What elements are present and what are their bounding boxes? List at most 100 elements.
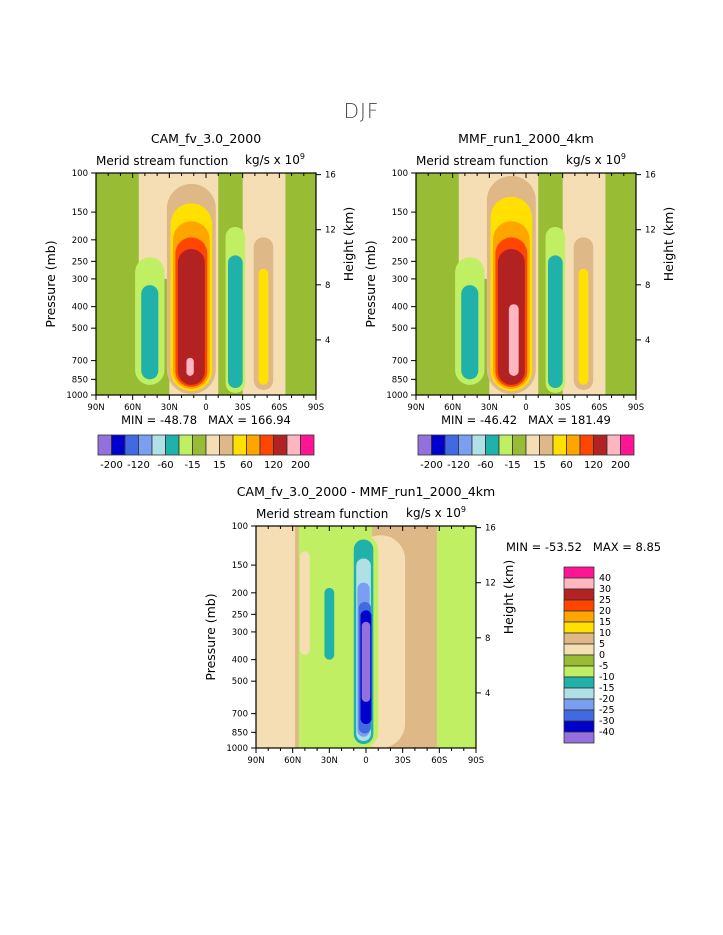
y-tick-label: 400 (392, 303, 408, 313)
colorbar-label: -40 (599, 727, 615, 738)
colorbar-label: 0 (599, 650, 605, 661)
panel2-subtitle-left: Merid stream function (416, 154, 549, 168)
y-axis-label: Pressure (mb) (363, 240, 378, 327)
y-tick-label: 400 (232, 656, 248, 666)
contour-fill (416, 173, 636, 395)
colorbar-swatch (444, 434, 459, 456)
y-right-tick-label: 16 (485, 524, 496, 534)
panel1-title: CAM_fv_3.0_2000 (150, 131, 262, 146)
colorbar-label: 120 (584, 460, 603, 471)
x-tick-label: 60S (271, 403, 287, 410)
y-tick-label: 850 (72, 375, 88, 385)
contour-ferrel-sh-inner (228, 255, 243, 389)
colorbar-swatch (563, 621, 595, 634)
y-tick-label: 200 (392, 236, 408, 246)
y-tick-label: 150 (392, 208, 408, 218)
colorbar-label: 30 (599, 584, 611, 595)
y-tick-label: 300 (392, 275, 408, 285)
colorbar-swatch (539, 434, 554, 456)
x-tick-label: 60N (124, 403, 141, 410)
y-right-tick-label: 4 (645, 336, 650, 346)
units-text: kg/s x 10 (245, 153, 300, 167)
colorbar-swatch (192, 434, 207, 456)
colorbar-label: 120 (264, 460, 283, 471)
colorbar-swatch (205, 434, 220, 456)
colorbar-swatch (563, 610, 595, 623)
contour-fill (256, 526, 476, 748)
panel2-colorbar: -200 -120 -60 -15 15 60 120 200 (417, 434, 635, 471)
contour-hadley-160 (508, 304, 519, 376)
panel3-chart: 90N 60N 30N 0 30S 60S 90S 100 150 200 250 300 400 500… (203, 522, 516, 763)
colorbar-swatch (485, 434, 500, 456)
y-tick-label: 300 (72, 275, 88, 285)
colorbar-swatch (259, 434, 274, 456)
plot-area: 90N 60N 30N 0 30S 60S 90S 100 150 200 250 300 400 500… (43, 169, 356, 410)
y-right-tick-label: 8 (325, 281, 330, 291)
colorbar-swatch (563, 566, 595, 579)
panel3-title: CAM_fv_3.0_2000 - MMF_run1_2000_4km (236, 484, 496, 499)
main-title: DJF (343, 99, 380, 123)
colorbar-label: 15 (599, 617, 611, 628)
y-tick-label: 500 (72, 324, 88, 334)
x-tick-label: 90S (308, 403, 324, 410)
colorbar-label: 25 (599, 595, 611, 606)
colorbar-label: -15 (184, 460, 200, 471)
colorbar-swatch (552, 434, 567, 456)
y-right-tick-label: 4 (485, 689, 490, 699)
colorbar-label: -200 (420, 460, 443, 471)
colorbar-swatch (563, 588, 595, 601)
x-tick-label: 60N (284, 756, 301, 763)
colorbar-swatch (563, 676, 595, 689)
colorbar-swatch (563, 687, 595, 700)
colorbar-label: 40 (599, 573, 611, 584)
colorbar-swatch (219, 434, 234, 456)
units-text: kg/s x 10 (566, 153, 621, 167)
y-tick-label: 400 (72, 303, 88, 313)
max-label: MAX = 8.85 (592, 540, 662, 554)
colorbar-swatch (178, 434, 193, 456)
units-text: kg/s x 10 (406, 506, 461, 520)
units-exponent: 9 (460, 505, 466, 514)
colorbar-label: 20 (599, 606, 611, 617)
x-tick-label: 30N (321, 756, 338, 763)
panel1-colorbar: -200 -120 -60 -15 15 60 120 200 (97, 434, 315, 471)
panel3-subtitle-left: Merid stream function (256, 507, 389, 521)
colorbar-swatch (563, 654, 595, 667)
y-tick-label: 250 (232, 610, 248, 620)
colorbar-label: -120 (447, 460, 470, 471)
colorbar-label: 15 (213, 460, 226, 471)
colorbar-swatch (563, 665, 595, 678)
colorbar-label: -60 (157, 460, 173, 471)
y-right-tick-label: 4 (325, 336, 330, 346)
y-tick-label: 100 (72, 169, 88, 179)
colorbar-label: 60 (240, 460, 253, 471)
x-tick-label: 90N (87, 403, 104, 410)
y-tick-label: 150 (232, 561, 248, 571)
colorbar-swatch (593, 434, 608, 456)
x-tick-label: 0 (523, 403, 528, 410)
y-tick-label: 500 (392, 324, 408, 334)
colorbar-swatch (97, 434, 112, 456)
y-tick-label: 300 (232, 628, 248, 638)
contour-ferrel-nh-inner (461, 285, 479, 380)
panel1-chart: 90N 60N 30N 0 30S 60S 90S 100 150 200 250 300 400 500… (43, 169, 356, 410)
x-tick-label: 90S (628, 403, 644, 410)
x-tick-label: 0 (363, 756, 368, 763)
contour-diff-40 (361, 621, 371, 702)
colorbar-swatch (579, 434, 594, 456)
contour-tan-patch (413, 614, 421, 678)
y-tick-label: 1000 (386, 391, 408, 401)
colorbar-label: 200 (291, 460, 310, 471)
colorbar-label: 200 (611, 460, 630, 471)
colorbar-label: -15 (599, 683, 615, 694)
colorbar-swatch (151, 434, 166, 456)
colorbar-swatch (563, 599, 595, 612)
colorbar-swatch (471, 434, 486, 456)
panel2-chart: 90N 60N 30N 0 30S 60S 90S 100 150 200 250 300 400 500… (363, 169, 676, 410)
x-tick-label: 30N (161, 403, 178, 410)
colorbar-swatch (138, 434, 153, 456)
colorbar-swatch (286, 434, 301, 456)
max-label: MAX = 166.94 (208, 413, 291, 427)
colorbar-swatch (417, 434, 432, 456)
colorbar-label: -15 (504, 460, 520, 471)
